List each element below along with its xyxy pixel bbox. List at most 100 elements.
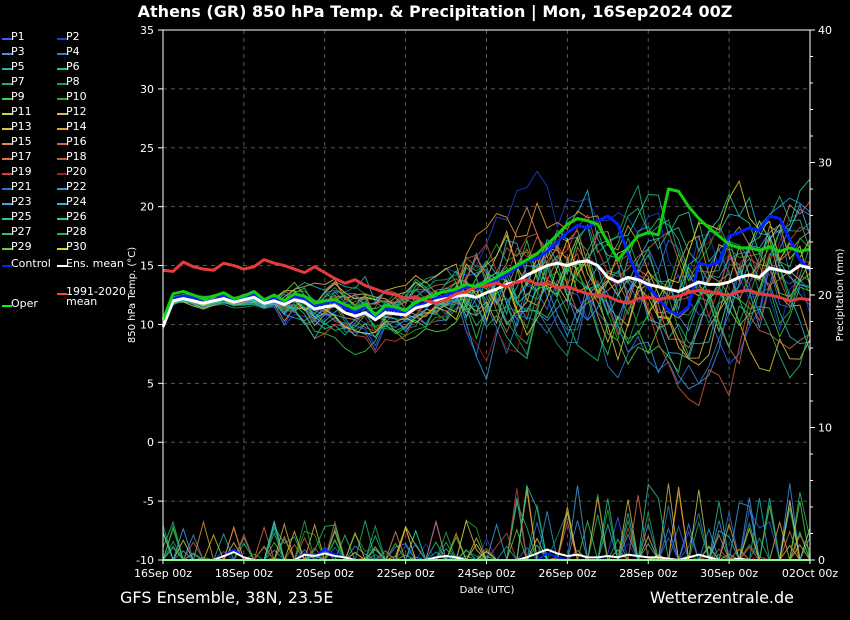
legend-swatch — [2, 173, 12, 175]
legend-label: P23 — [11, 195, 32, 208]
series-line — [161, 187, 811, 321]
legend-label: P6 — [66, 60, 80, 73]
legend-label: P27 — [11, 225, 32, 238]
ensemble-member-line — [162, 178, 811, 340]
legend-label: P4 — [66, 45, 80, 58]
y-tick-label: -10 — [136, 554, 154, 567]
y2-tick-label: 10 — [818, 422, 832, 435]
y-tick-label: 30 — [140, 83, 154, 96]
y2-tick-label: 40 — [818, 24, 832, 37]
y2-tick-label: 30 — [818, 157, 832, 170]
legend-label: P3 — [11, 45, 25, 58]
x-tick-label: 22Sep 00z — [377, 567, 435, 580]
legend-label: P12 — [66, 105, 87, 118]
legend-swatch — [57, 248, 67, 250]
legend-swatch — [57, 203, 67, 205]
legend-label: P10 — [66, 90, 87, 103]
legend-swatch — [2, 128, 12, 130]
legend-swatch — [57, 158, 67, 160]
legend-swatch — [57, 128, 67, 130]
x-tick-label: 26Sep 00z — [538, 567, 596, 580]
legend-swatch — [57, 173, 67, 175]
legend-label: Control — [11, 257, 51, 270]
legend-label: P7 — [11, 75, 25, 88]
legend: P1 P2 P3 P4 P5 P6 P7 P8 P9 P10 P11 P12 P13 P14 P15 P16 P… — [0, 30, 126, 322]
legend-label: P9 — [11, 90, 25, 103]
x-tick-label: 16Sep 00z — [134, 567, 192, 580]
y2-axis-label: Precipitation (mm) — [835, 248, 846, 341]
x-tick-label: 02Oct 00z — [782, 567, 839, 580]
grid — [163, 30, 810, 560]
x-tick-label: 30Sep 00z — [700, 567, 758, 580]
y-tick-label: 20 — [140, 201, 154, 214]
y-tick-label: 5 — [147, 377, 154, 390]
x-axis-label: Date (UTC) — [460, 585, 515, 596]
legend-label: P13 — [11, 120, 32, 133]
legend-label: P17 — [11, 150, 32, 163]
legend-swatch — [2, 188, 12, 190]
legend-swatch — [2, 158, 12, 160]
legend-swatch — [2, 233, 12, 235]
legend-swatch — [57, 68, 67, 70]
legend-swatch — [57, 38, 67, 40]
legend-swatch — [57, 265, 67, 267]
legend-swatch — [2, 265, 12, 267]
legend-label: P8 — [66, 75, 80, 88]
legend-swatch — [2, 248, 12, 250]
legend-swatch — [2, 305, 12, 307]
legend-swatch — [2, 113, 12, 115]
y-tick-label: 15 — [140, 260, 154, 273]
legend-swatch — [2, 98, 12, 100]
legend-swatch — [2, 83, 12, 85]
legend-label: P20 — [66, 165, 87, 178]
series-line — [161, 259, 811, 328]
legend-label: Ens. mean — [66, 257, 124, 270]
legend-swatch — [2, 143, 12, 145]
legend-label: P22 — [66, 180, 87, 193]
legend-label: P29 — [11, 240, 32, 253]
y-tick-label: 35 — [140, 24, 154, 37]
legend-swatch — [57, 113, 67, 115]
legend-swatch — [57, 143, 67, 145]
legend-label: P16 — [66, 135, 87, 148]
legend-swatch — [2, 218, 12, 220]
legend-label: P26 — [66, 210, 87, 223]
chart-title: Athens (GR) 850 hPa Temp. & Precipitatio… — [137, 2, 733, 21]
x-tick-label: 18Sep 00z — [215, 567, 273, 580]
legend-swatch — [2, 68, 12, 70]
legend-swatch — [57, 233, 67, 235]
legend-swatch — [57, 98, 67, 100]
source-credit: Wetterzentrale.de — [649, 588, 794, 607]
legend-label: P24 — [66, 195, 87, 208]
legend-label: P1 — [11, 30, 25, 43]
legend-label: P11 — [11, 105, 32, 118]
legend-swatch — [2, 38, 12, 40]
legend-swatch — [57, 83, 67, 85]
y-axis-label: 850 hPa Temp. (°C) — [127, 247, 138, 343]
legend-label: P30 — [66, 240, 87, 253]
legend-label: P5 — [11, 60, 25, 73]
y-tick-label: 0 — [147, 436, 154, 449]
series-line — [162, 258, 811, 305]
legend-label: P2 — [66, 30, 80, 43]
x-tick-label: 20Sep 00z — [296, 567, 354, 580]
legend-label: P19 — [11, 165, 32, 178]
y-tick-label: 10 — [140, 318, 154, 331]
legend-label: P18 — [66, 150, 87, 163]
legend-swatch — [57, 293, 67, 295]
main-series — [161, 187, 812, 328]
x-tick-label: 28Sep 00z — [619, 567, 677, 580]
legend-swatch — [57, 188, 67, 190]
legend-swatch — [2, 203, 12, 205]
y2-tick-label: 20 — [818, 289, 832, 302]
model-info: GFS Ensemble, 38N, 23.5E — [120, 588, 334, 607]
y2-tick-label: 0 — [818, 554, 825, 567]
legend-swatch — [2, 53, 12, 55]
y-tick-label: -5 — [143, 495, 154, 508]
legend-label: Oper — [11, 297, 38, 310]
ensemble-member-line — [162, 222, 811, 358]
y-tick-label: 25 — [140, 142, 154, 155]
legend-swatch — [57, 53, 67, 55]
ensemble-member-line — [162, 203, 811, 360]
